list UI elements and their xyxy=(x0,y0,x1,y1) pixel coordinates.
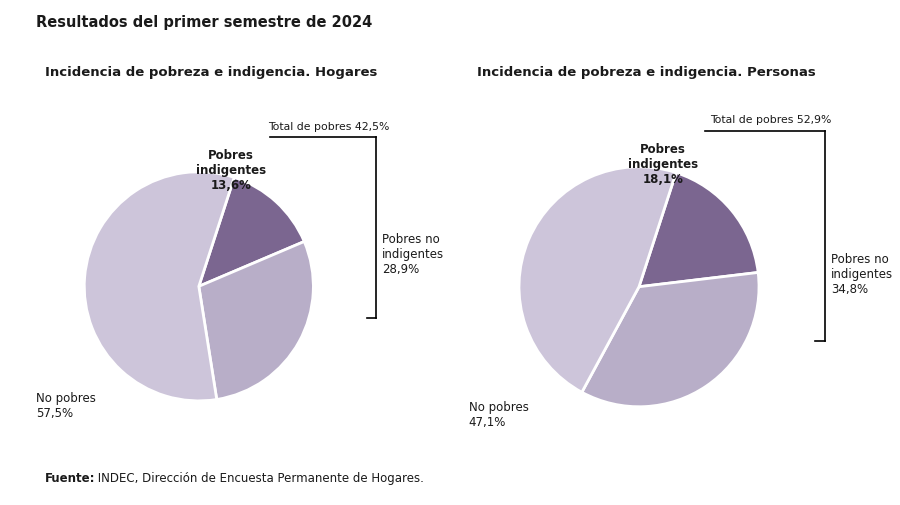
Wedge shape xyxy=(199,241,313,399)
Text: Pobres no
indigentes
28,9%: Pobres no indigentes 28,9% xyxy=(382,233,445,276)
Text: Incidencia de pobreza e indigencia. Hogares: Incidencia de pobreza e indigencia. Hoga… xyxy=(45,66,377,79)
Text: Total de pobres 42,5%: Total de pobres 42,5% xyxy=(268,122,390,132)
Text: Pobres no
indigentes
34,8%: Pobres no indigentes 34,8% xyxy=(831,253,893,296)
Text: Fuente:: Fuente: xyxy=(45,472,95,485)
Text: Pobres
indigentes
18,1%: Pobres indigentes 18,1% xyxy=(628,143,698,186)
Text: INDEC, Dirección de Encuesta Permanente de Hogares.: INDEC, Dirección de Encuesta Permanente … xyxy=(94,472,425,485)
Wedge shape xyxy=(582,273,759,407)
Text: No pobres
57,5%: No pobres 57,5% xyxy=(36,392,96,420)
Wedge shape xyxy=(85,172,234,401)
Text: Resultados del primer semestre de 2024: Resultados del primer semestre de 2024 xyxy=(36,15,373,30)
Text: No pobres
47,1%: No pobres 47,1% xyxy=(469,401,528,429)
Text: Total de pobres 52,9%: Total de pobres 52,9% xyxy=(710,115,832,125)
Text: Pobres
indigentes
13,6%: Pobres indigentes 13,6% xyxy=(196,149,266,192)
Text: Incidencia de pobreza e indigencia. Personas: Incidencia de pobreza e indigencia. Pers… xyxy=(477,66,815,79)
Wedge shape xyxy=(519,167,676,392)
Wedge shape xyxy=(639,173,758,287)
Wedge shape xyxy=(199,177,304,286)
